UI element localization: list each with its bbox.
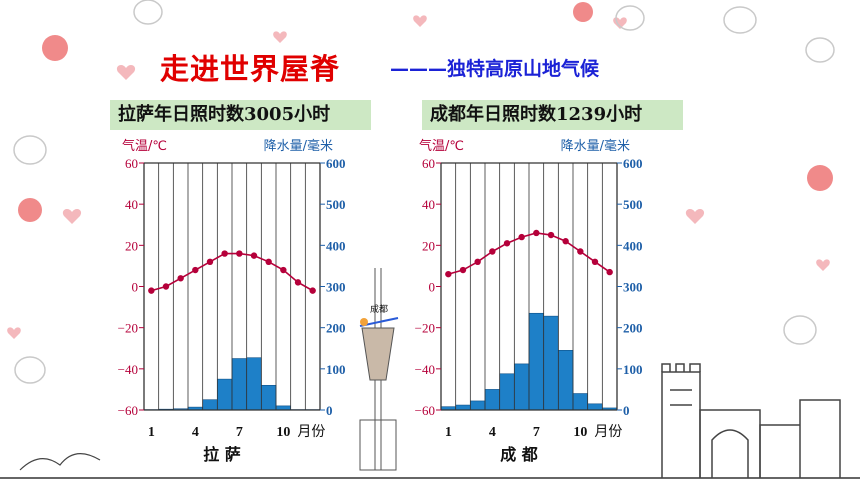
lhasa-caption: 拉萨年日照时数3005小时 <box>110 100 371 130</box>
temperature-point <box>250 252 258 259</box>
left-tick-label: −20 <box>415 321 435 336</box>
temperature-point <box>177 275 184 282</box>
page-title: 走进世界屋脊 <box>160 52 341 86</box>
temperature-point <box>294 279 302 286</box>
right-tick-label: 500 <box>623 197 643 212</box>
precipitation-bar <box>543 315 559 411</box>
x-axis-label: 月份 <box>297 424 325 440</box>
right-tick-label: 600 <box>623 156 643 171</box>
x-tick-label: 1 <box>445 425 452 440</box>
precipitation-bar <box>558 350 574 411</box>
temperature-point <box>591 258 599 265</box>
left-tick-label: 40 <box>125 197 138 212</box>
left-tick-label: −60 <box>118 403 138 418</box>
strawberry-icon <box>18 2 833 222</box>
temperature-point <box>518 233 525 241</box>
x-tick-label: 7 <box>236 425 243 440</box>
precipitation-bar <box>455 404 471 411</box>
left-tick-label: −40 <box>415 362 435 377</box>
temperature-point <box>459 266 467 274</box>
temperature-point <box>162 283 170 290</box>
left-axis-title: 气温/℃ <box>122 138 167 154</box>
temperature-point <box>547 231 555 239</box>
tower-illustration <box>359 268 397 471</box>
left-tick-label: 0 <box>132 280 139 295</box>
left-tick-label: 40 <box>422 197 435 212</box>
precipitation-bar <box>231 358 247 411</box>
x-tick-label: 1 <box>148 425 155 440</box>
right-axis-title: 降水量/毫米 <box>561 138 630 154</box>
right-axis-title: 降水量/毫米 <box>264 138 333 154</box>
precipitation-bar <box>484 389 500 411</box>
right-tick-label: 0 <box>623 403 630 418</box>
temperature-point <box>533 229 540 237</box>
temperature-point <box>503 240 511 247</box>
x-tick-label: 7 <box>533 425 540 440</box>
precipitation-bar <box>514 363 530 411</box>
left-tick-label: 0 <box>429 280 436 295</box>
right-tick-label: 600 <box>326 156 346 171</box>
temperature-point <box>489 248 496 255</box>
temperature-point <box>445 270 452 278</box>
right-tick-label: 400 <box>326 238 346 253</box>
right-tick-label: 300 <box>623 280 643 295</box>
right-tick-label: 200 <box>623 321 643 336</box>
right-tick-label: 300 <box>326 280 346 295</box>
chengdu-caption: 成都年日照时数1239小时 <box>422 100 683 130</box>
right-tick-label: 0 <box>326 403 333 418</box>
left-axis-title: 气温/℃ <box>419 138 464 154</box>
x-tick-label: 10 <box>276 425 290 440</box>
precipitation-bar <box>202 399 218 411</box>
right-tick-label: 500 <box>326 197 346 212</box>
location-label: 成 都 <box>500 445 538 464</box>
x-tick-label: 4 <box>489 425 496 440</box>
precipitation-bar <box>528 312 544 411</box>
left-tick-label: 20 <box>422 238 435 253</box>
left-tick-label: 60 <box>125 156 138 171</box>
left-tick-label: 60 <box>422 156 435 171</box>
left-tick-label: −40 <box>118 362 138 377</box>
precipitation-bar <box>261 384 277 411</box>
temperature-point <box>606 268 613 276</box>
x-tick-label: 4 <box>192 425 199 440</box>
right-tick-label: 400 <box>623 238 643 253</box>
precipitation-bar <box>499 373 515 411</box>
left-tick-label: 20 <box>125 238 138 253</box>
right-tick-label: 200 <box>326 321 346 336</box>
precipitation-bar <box>572 393 588 411</box>
castle-illustration <box>661 363 841 478</box>
precipitation-bar <box>246 357 262 411</box>
heart-icon <box>7 15 830 339</box>
temperature-point <box>577 248 584 255</box>
temperature-point <box>265 258 272 265</box>
precipitation-bar <box>217 378 233 411</box>
temperature-point <box>280 266 287 274</box>
x-axis-label: 月份 <box>594 424 622 440</box>
right-tick-label: 100 <box>623 362 643 377</box>
precipitation-bar <box>587 403 603 411</box>
temperature-point <box>206 258 214 265</box>
temperature-point <box>221 250 228 257</box>
left-tick-label: −60 <box>415 403 435 418</box>
right-tick-label: 100 <box>326 362 346 377</box>
precipitation-bar <box>470 400 486 411</box>
page-subtitle: ———独特高原山地气候 <box>390 58 600 80</box>
temperature-point <box>236 250 243 257</box>
location-label: 拉 萨 <box>203 445 241 464</box>
temperature-point <box>562 238 569 245</box>
x-tick-label: 10 <box>573 425 587 440</box>
bunny-icon <box>13 0 835 384</box>
temperature-point <box>309 287 316 294</box>
temperature-point <box>148 287 155 294</box>
temperature-point <box>192 266 199 274</box>
mini-label: 成都 <box>370 303 388 315</box>
temperature-point <box>474 258 481 265</box>
left-tick-label: −20 <box>118 321 138 336</box>
